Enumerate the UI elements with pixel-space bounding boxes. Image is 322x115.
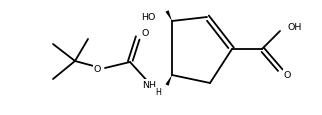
Text: O: O xyxy=(141,28,148,37)
Text: H: H xyxy=(155,88,161,97)
Text: O: O xyxy=(284,71,291,80)
Text: O: O xyxy=(94,64,101,73)
Polygon shape xyxy=(166,11,172,22)
Polygon shape xyxy=(166,75,172,86)
Text: NH: NH xyxy=(142,81,156,90)
Text: HO: HO xyxy=(142,12,156,21)
Text: OH: OH xyxy=(288,23,302,32)
